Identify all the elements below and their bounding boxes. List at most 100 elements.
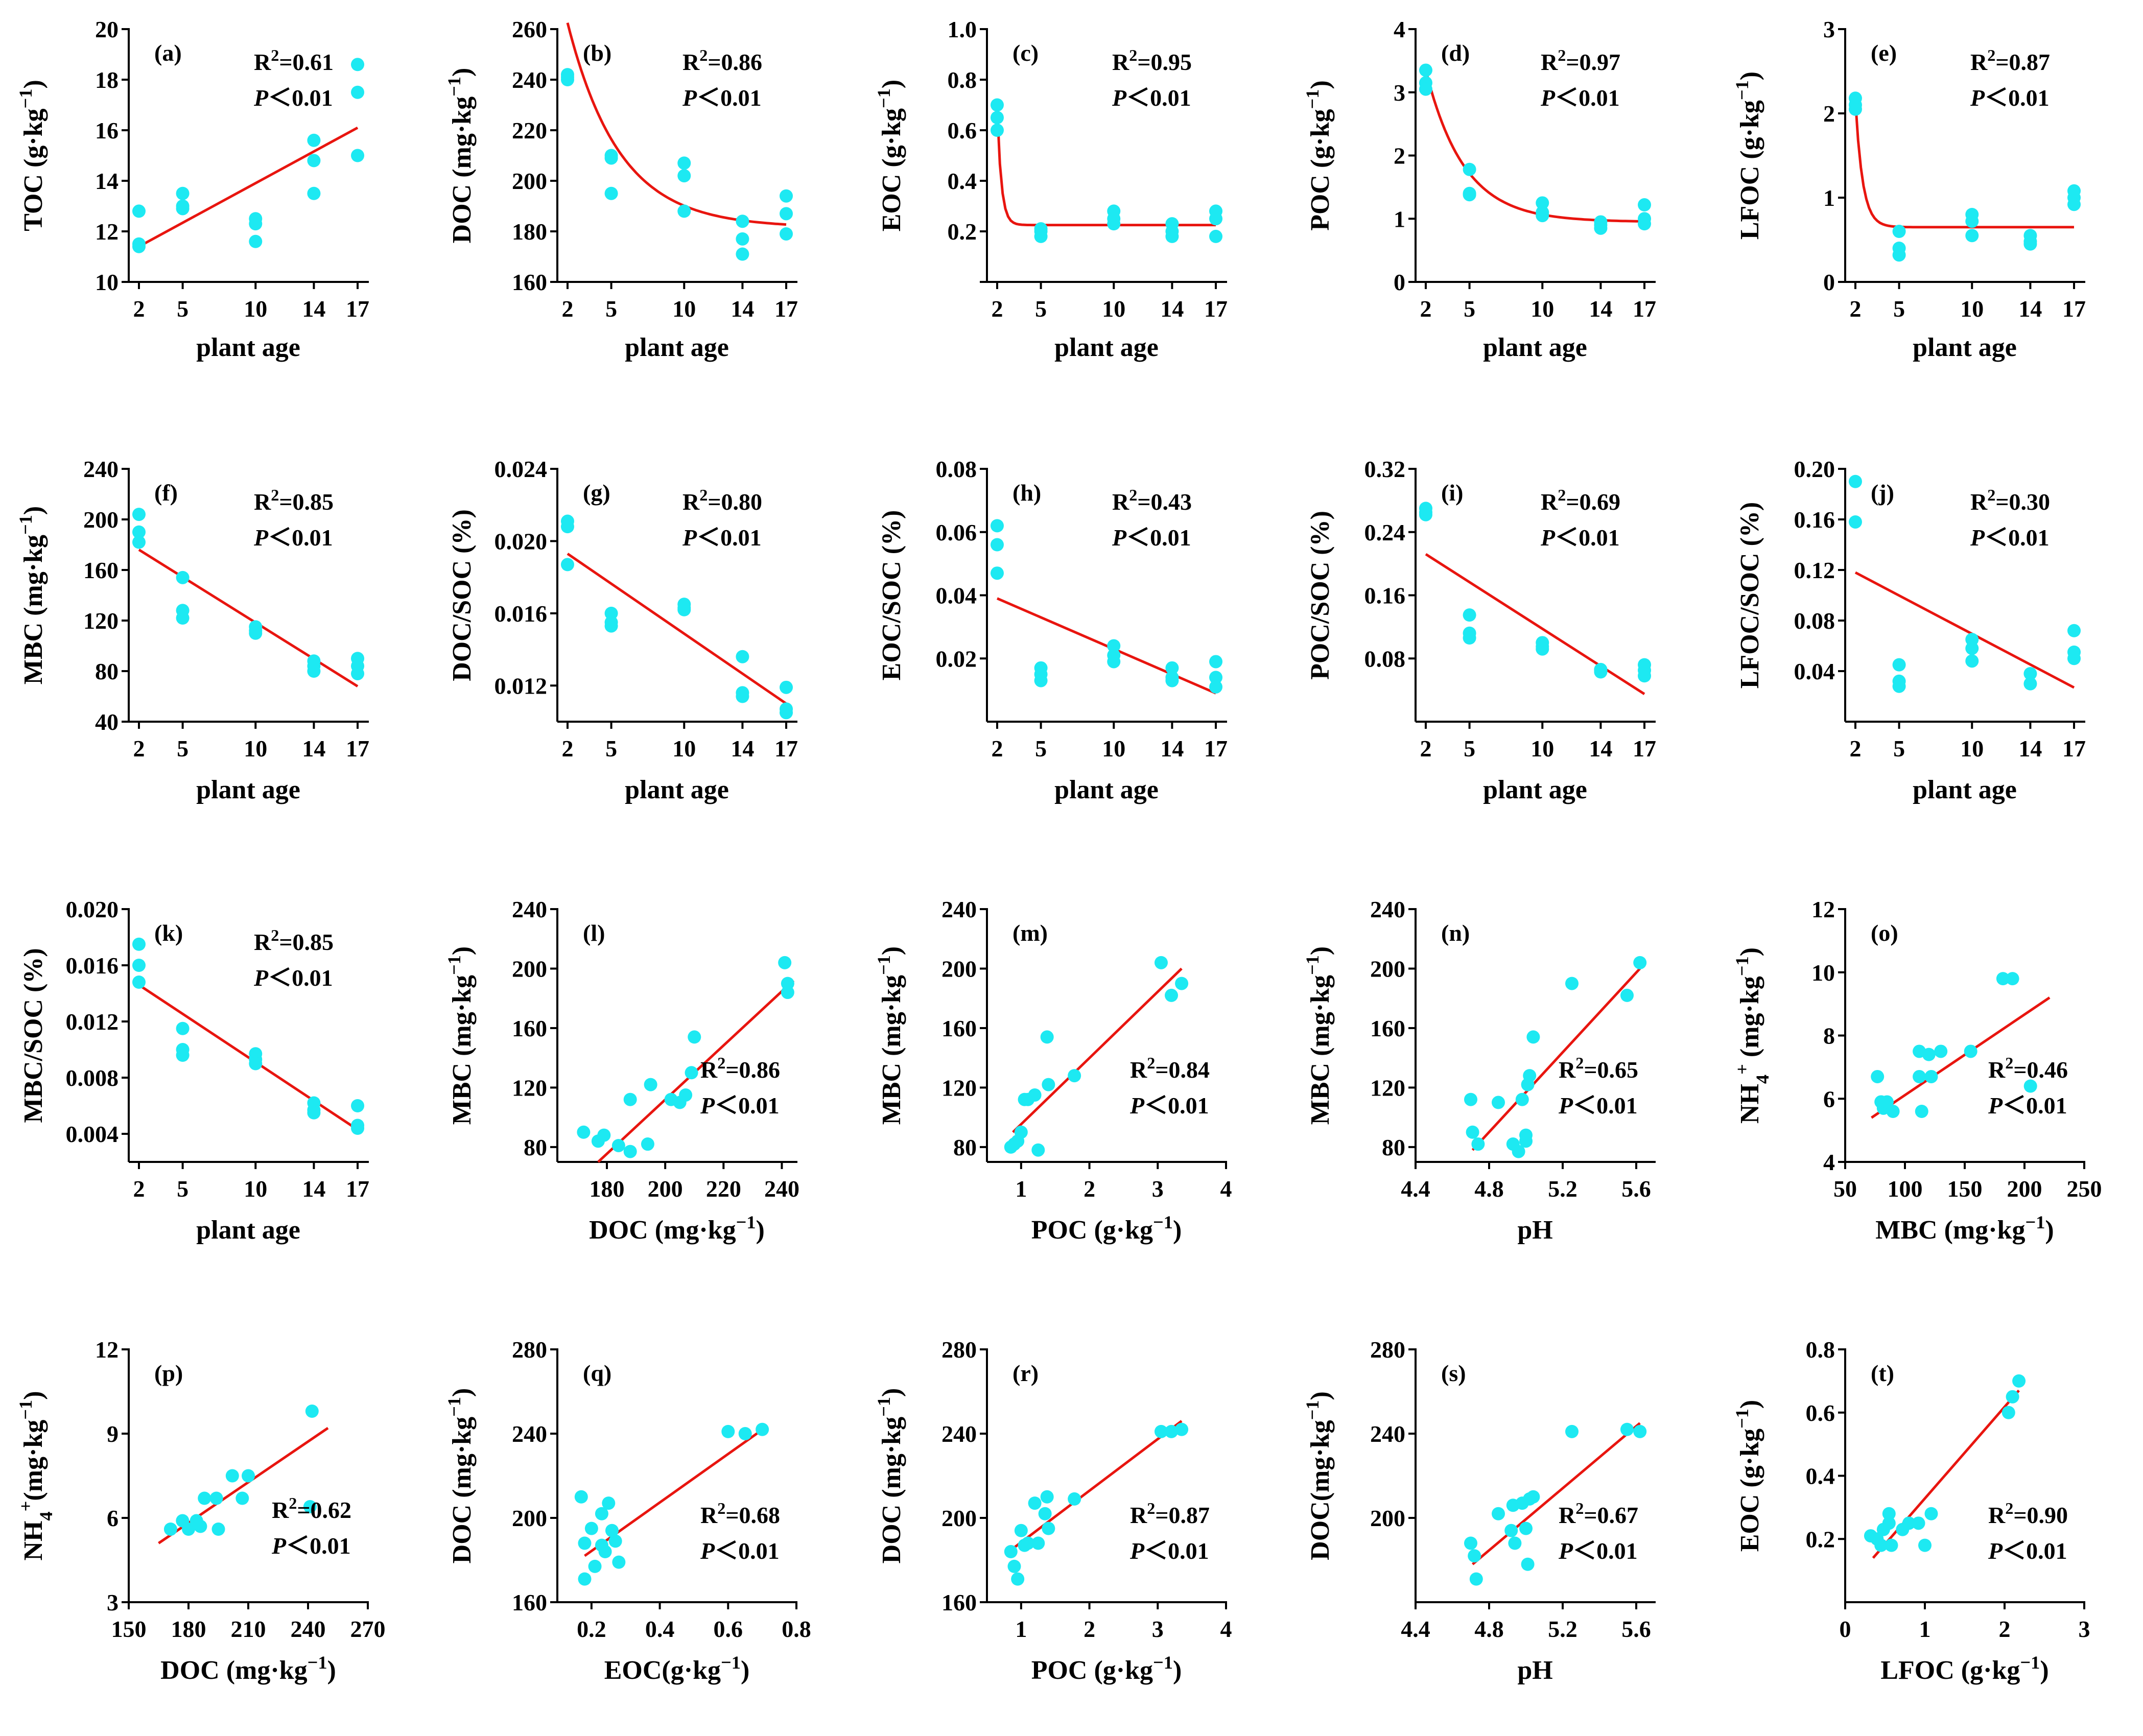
panel-m: 80 120 160 200 240 1 2 3 4 POC (g·kg−1) MBC (mg·kg…: [874, 896, 1232, 1245]
x-axis-label: plant age: [1913, 333, 2017, 362]
p-value-label: P＜0.01: [1558, 1538, 1638, 1564]
panel-label: (n): [1441, 920, 1470, 946]
data-point: [1526, 1490, 1540, 1504]
x-tick-label: 0.2: [577, 1616, 606, 1642]
data-point: [1848, 474, 1862, 488]
data-point: [1915, 1105, 1928, 1118]
y-tick-label: 120: [83, 608, 119, 634]
x-tick-label: 5: [1893, 296, 1905, 322]
data-point: [688, 1030, 701, 1044]
y-tick-label: 240: [83, 456, 119, 482]
y-tick-label: 2: [1394, 143, 1405, 169]
y-tick-label: 0.04: [1794, 658, 1835, 684]
y-tick-label: 0.08: [1364, 646, 1406, 672]
p-value-label: P＜0.01: [700, 1092, 780, 1119]
data-point: [1638, 198, 1652, 212]
data-point: [1209, 680, 1223, 694]
data-point: [351, 58, 365, 72]
y-tick-label: 12: [1811, 896, 1835, 922]
data-point: [2067, 198, 2081, 211]
x-tick-label: 10: [1102, 296, 1125, 322]
y-axis-label: NH4+ (mg·kg−1): [1732, 947, 1773, 1124]
y-tick-label: 3: [1823, 16, 1835, 42]
data-point: [604, 186, 618, 200]
r-squared-label: R2=0.86: [700, 1054, 780, 1083]
y-axis-label: DOC (mg·kg−1): [444, 1388, 477, 1564]
data-point: [1209, 655, 1223, 669]
x-tick-label: 2: [1084, 1616, 1095, 1642]
x-axis-label: DOC (mg·kg−1): [589, 1212, 765, 1245]
data-point: [1848, 102, 1862, 116]
x-tick-label: 5: [1893, 735, 1905, 762]
x-tick-label: 10: [1102, 735, 1125, 762]
x-tick-label: 10: [1960, 735, 1984, 762]
x-tick-label: 2: [991, 296, 1003, 322]
y-axis-label: NH4+(mg·kg−1): [15, 1391, 56, 1560]
y-axis-label: MBC (mg·kg−1): [1302, 946, 1335, 1125]
data-point: [1165, 674, 1179, 687]
data-point: [612, 1555, 626, 1569]
data-point: [132, 508, 146, 521]
data-point: [1463, 188, 1476, 202]
data-point: [2023, 677, 2037, 691]
data-point: [132, 525, 146, 539]
x-tick-label: 14: [1589, 296, 1612, 322]
y-tick-label: 1.0: [948, 16, 977, 42]
data-point: [1536, 196, 1549, 210]
data-point: [1519, 1521, 1533, 1535]
panel-label: (q): [583, 1360, 611, 1386]
x-tick-label: 1: [1919, 1616, 1931, 1642]
r-squared-label: R2=0.80: [682, 486, 762, 515]
data-point: [1638, 669, 1652, 683]
x-axis-label: plant age: [196, 333, 300, 362]
y-tick-label: 18: [95, 67, 119, 93]
data-point: [1466, 1125, 1479, 1139]
data-point: [1871, 1069, 1885, 1083]
data-point: [351, 667, 365, 680]
data-point: [1464, 1536, 1477, 1550]
fit-line: [1012, 967, 1183, 1133]
x-tick-label: 5: [177, 735, 189, 762]
data-point: [132, 937, 146, 951]
y-tick-label: 0.24: [1364, 519, 1406, 545]
data-point: [236, 1491, 249, 1505]
x-tick-label: 10: [244, 1176, 267, 1202]
data-point: [209, 1491, 223, 1505]
data-point: [1874, 1538, 1888, 1552]
data-point: [351, 1122, 365, 1135]
data-point: [1918, 1538, 1932, 1552]
y-tick-label: 0.08: [936, 456, 977, 482]
x-tick-label: 2: [1084, 1176, 1095, 1202]
y-tick-label: 280: [512, 1337, 547, 1363]
data-point: [182, 1523, 195, 1536]
data-point: [132, 240, 146, 253]
data-point: [1107, 655, 1121, 669]
x-tick-label: 270: [350, 1616, 386, 1642]
y-axis-label: DOC (mg·kg−1): [874, 1388, 906, 1564]
data-point: [1892, 248, 1906, 262]
x-axis-label: pH: [1517, 1656, 1552, 1685]
data-point: [1040, 1030, 1054, 1044]
panel-g: 0.012 0.016 0.020 0.024 2 5 10 14 17 plant age DOC…: [448, 456, 798, 804]
data-point: [1964, 1044, 1977, 1058]
y-axis-label: POC/SOC (%): [1306, 511, 1335, 680]
data-point: [1031, 1143, 1045, 1157]
x-tick-label: 10: [672, 296, 696, 322]
x-tick-label: 4: [1220, 1616, 1232, 1642]
x-tick-label: 5: [177, 1176, 189, 1202]
x-tick-label: 14: [1589, 735, 1612, 762]
x-tick-label: 200: [648, 1176, 683, 1202]
x-tick-label: 5: [1035, 735, 1047, 762]
data-point: [781, 986, 794, 1000]
x-tick-label: 14: [1160, 296, 1184, 322]
data-point: [2006, 1390, 2019, 1404]
x-tick-label: 10: [672, 735, 696, 762]
p-value-label: P＜0.01: [253, 965, 333, 991]
data-point: [132, 204, 146, 218]
data-point: [1042, 1078, 1055, 1091]
x-tick-label: 10: [244, 296, 267, 322]
p-value-label: P＜0.01: [253, 525, 333, 551]
y-tick-label: 220: [512, 117, 547, 144]
data-point: [1463, 631, 1476, 645]
data-point: [2023, 1079, 2037, 1093]
